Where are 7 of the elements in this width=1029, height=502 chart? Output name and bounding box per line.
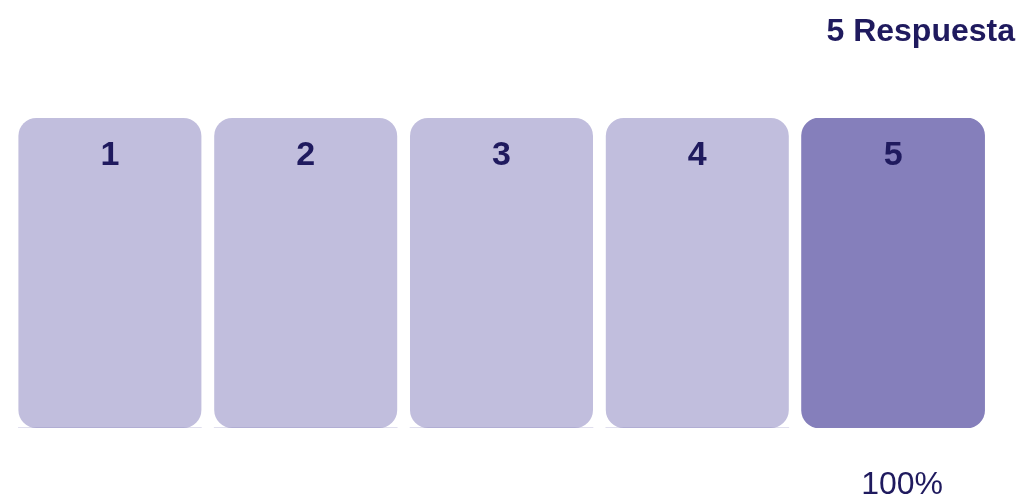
x-tick-label: 2: [296, 134, 316, 173]
x-tick-label: 4: [687, 134, 707, 173]
x-tick-label: 1: [100, 134, 120, 173]
x-tick-label: 3: [492, 134, 511, 173]
chart-title: 5 Respuesta: [826, 11, 1016, 48]
x-tick-label: 5: [883, 134, 903, 173]
data-label: 100%: [861, 464, 944, 501]
